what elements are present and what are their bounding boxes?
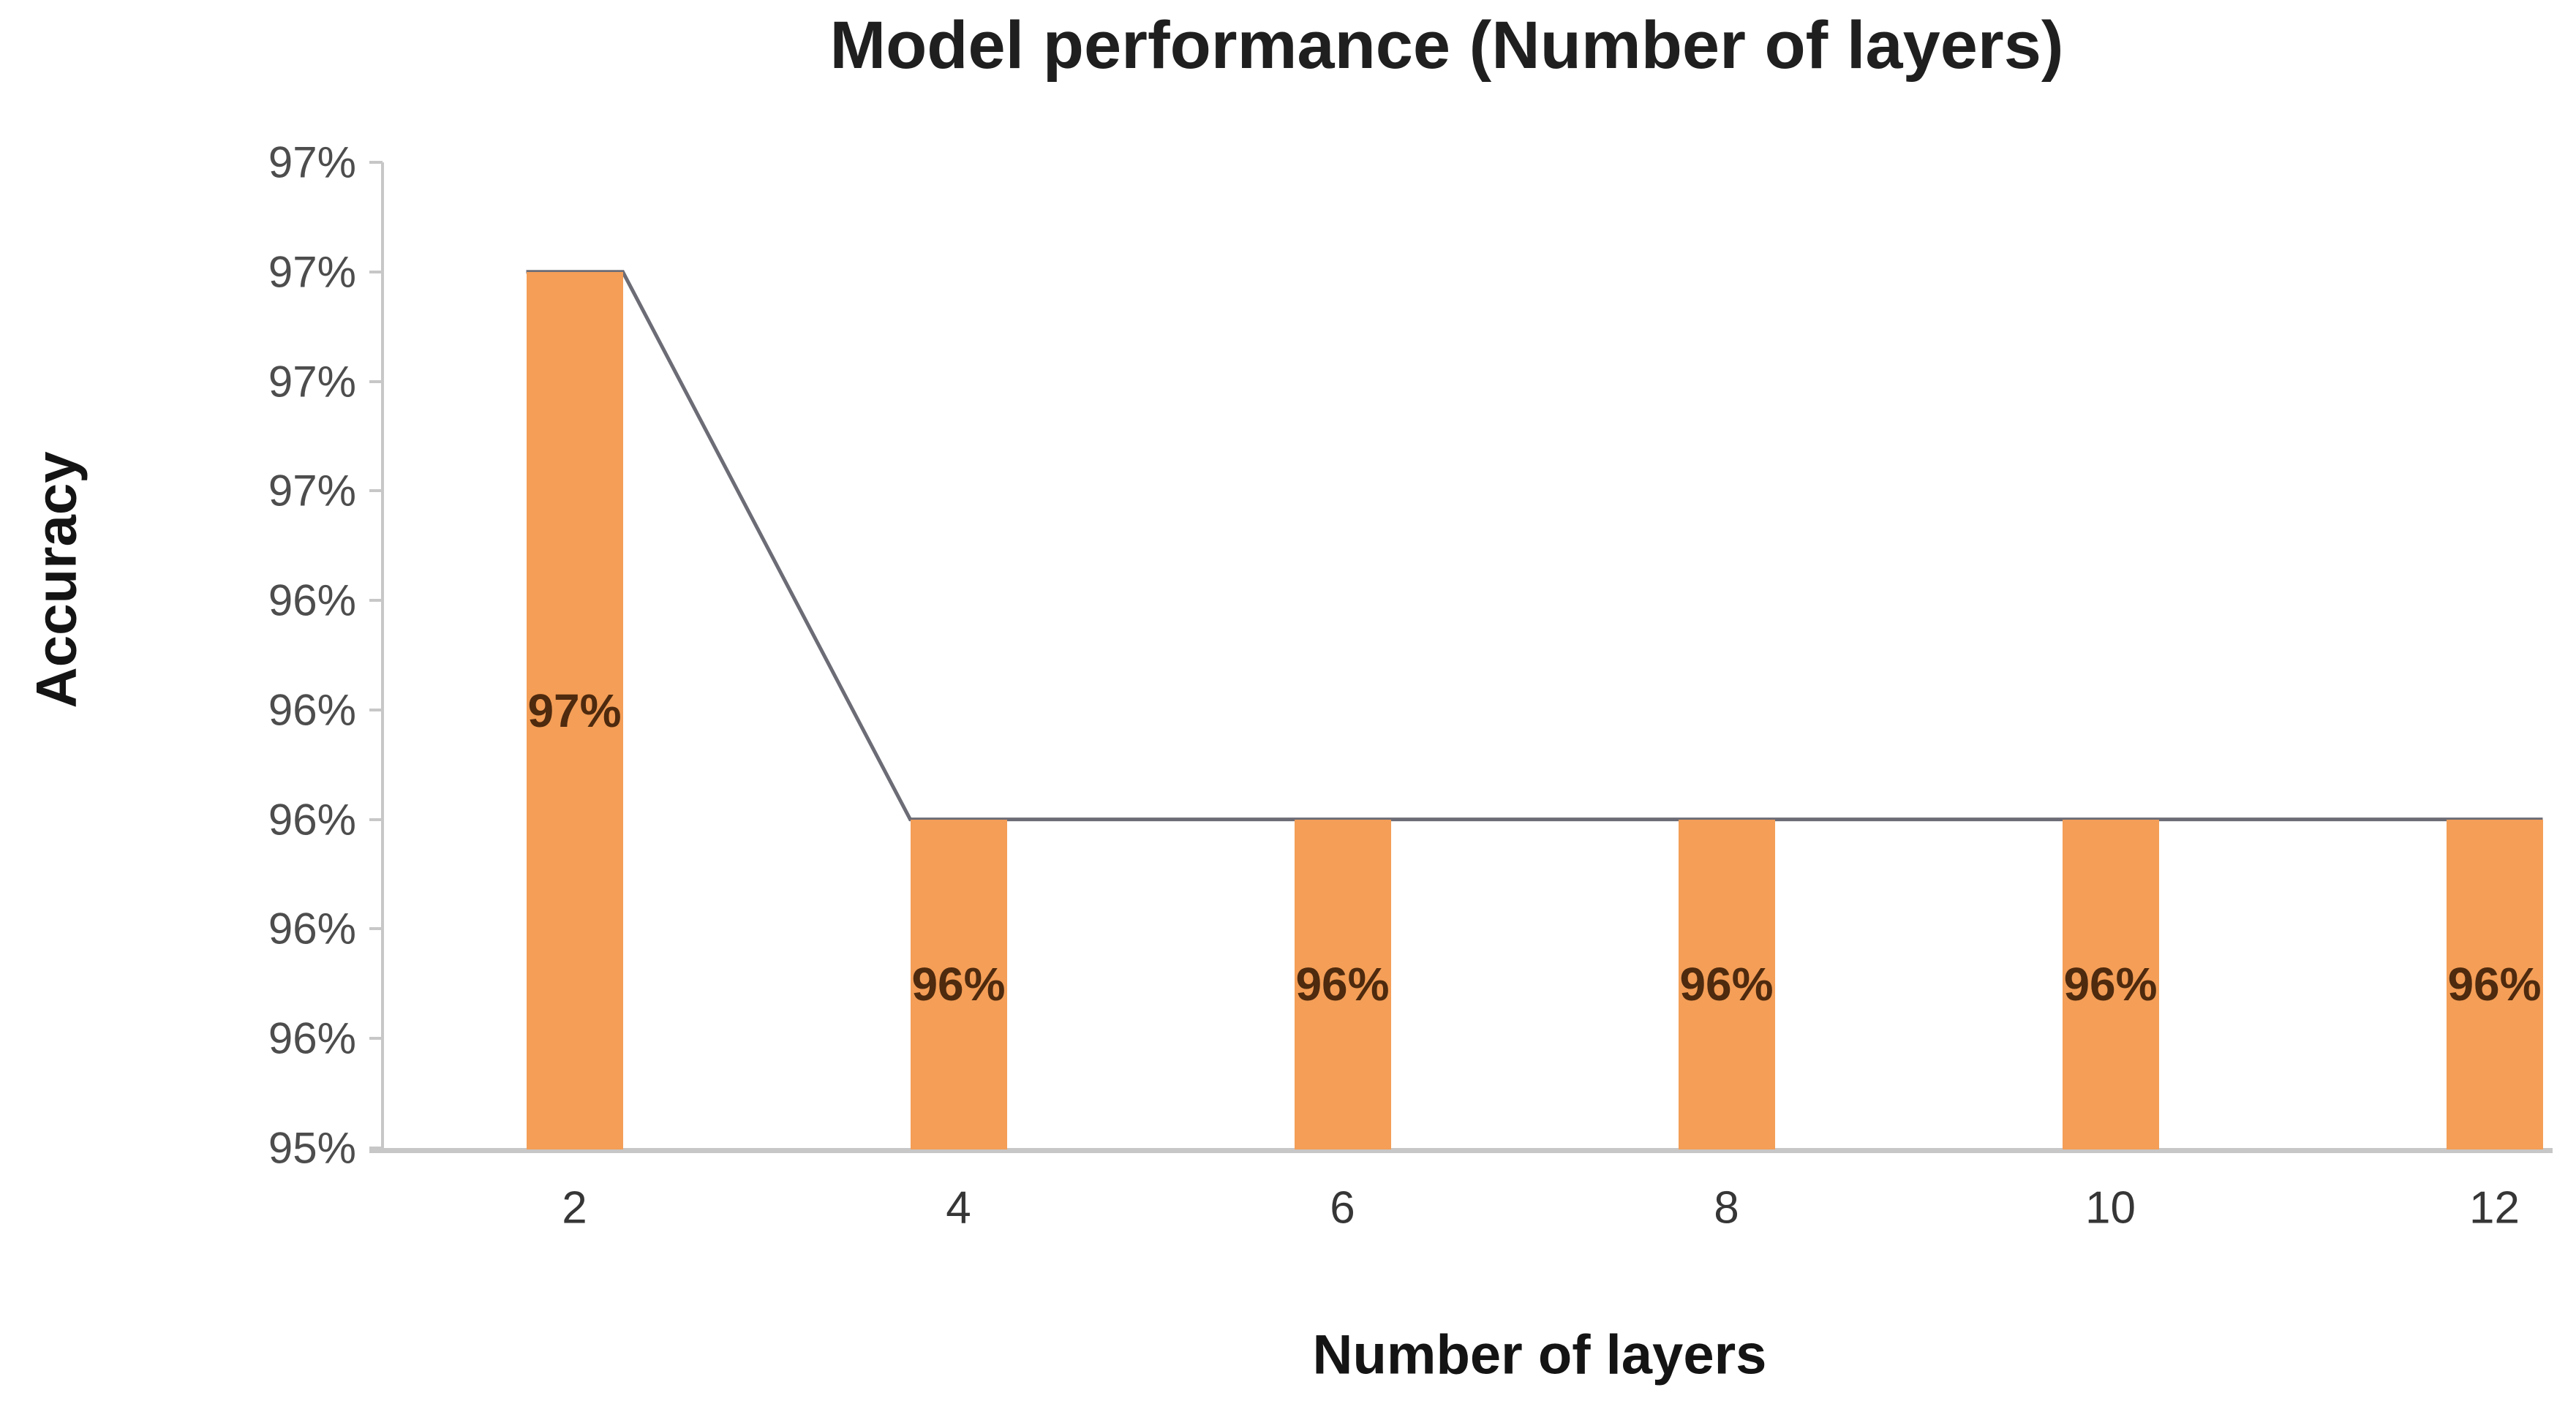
bar-12 — [2446, 819, 2543, 1149]
x-tick-label: 2 — [562, 1182, 587, 1234]
bar-8 — [1678, 819, 1775, 1149]
bar-6 — [1294, 819, 1391, 1149]
y-axis-line — [381, 162, 384, 1153]
x-tick-label: 4 — [946, 1182, 971, 1234]
y-tick-mark — [369, 1037, 383, 1041]
bar-value-label: 96% — [1679, 958, 1774, 1011]
y-tick-mark — [369, 270, 383, 273]
y-tick-label: 96% — [268, 795, 356, 845]
y-tick-label: 97% — [268, 357, 356, 407]
bar-10 — [2062, 819, 2159, 1149]
x-axis-line — [369, 1148, 2553, 1153]
y-tick-mark — [369, 927, 383, 931]
bar-value-label: 96% — [2447, 958, 2542, 1011]
y-tick-mark — [369, 1147, 383, 1149]
y-tick-label: 97% — [268, 247, 356, 297]
y-tick-label: 96% — [268, 685, 356, 735]
bar-value-label: 96% — [2063, 958, 2158, 1011]
y-tick-mark — [369, 708, 383, 711]
chart-title: Model performance (Number of layers) — [829, 8, 2064, 83]
y-tick-label: 96% — [268, 1013, 356, 1063]
bar-4 — [910, 819, 1007, 1149]
y-tick-label: 95% — [268, 1123, 356, 1173]
x-tick-label: 8 — [1714, 1182, 1739, 1234]
y-tick-mark — [369, 161, 383, 164]
bar-value-label: 96% — [911, 958, 1006, 1011]
y-tick-mark — [369, 489, 383, 493]
bar-2 — [526, 271, 623, 1149]
x-axis-title: Number of layers — [1312, 1323, 1767, 1386]
x-tick-label: 12 — [2469, 1182, 2520, 1234]
y-tick-label: 96% — [268, 904, 356, 953]
bar-value-label: 96% — [1295, 958, 1390, 1011]
connector-polyline — [526, 270, 2543, 822]
x-tick-label: 10 — [2085, 1182, 2136, 1234]
x-tick-label: 6 — [1330, 1182, 1355, 1234]
y-tick-label: 97% — [268, 466, 356, 515]
y-tick-mark — [369, 379, 383, 383]
y-tick-label: 97% — [268, 137, 356, 187]
bar-value-label: 97% — [527, 684, 622, 737]
y-tick-mark — [369, 817, 383, 821]
y-tick-mark — [369, 599, 383, 603]
y-tick-label: 96% — [268, 575, 356, 625]
